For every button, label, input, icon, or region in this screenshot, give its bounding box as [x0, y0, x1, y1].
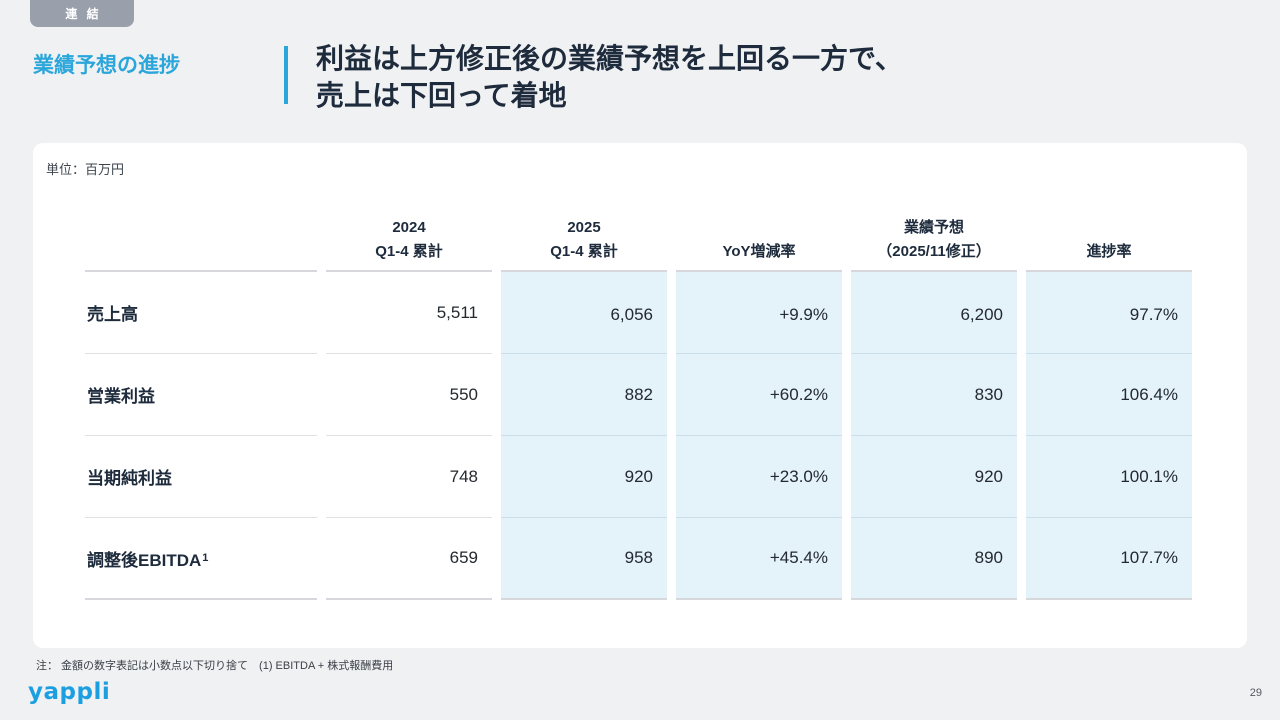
table-cell: 100.1%: [1026, 436, 1192, 518]
column-header-text: YoY増減率: [722, 243, 796, 260]
column-header-2025: 2025 Q1-4 累計: [501, 208, 667, 272]
column-header-text: 2024: [392, 219, 426, 236]
column-header-progress: 進捗率: [1026, 208, 1192, 272]
consolidated-badge: 連 結: [30, 0, 134, 27]
table-cell: 890: [851, 518, 1017, 600]
table-cell: +9.9%: [676, 272, 842, 354]
table-cell: +23.0%: [676, 436, 842, 518]
footnote-ref: 1: [202, 552, 209, 564]
table-cell: 958: [501, 518, 667, 600]
results-table: 2024 Q1-4 累計 2025 Q1-4 累計 YoY増減率 業績予想 （2…: [85, 208, 1192, 600]
table-cell: 97.7%: [1026, 272, 1192, 354]
column-header-forecast: 業績予想 （2025/11修正）: [851, 208, 1017, 272]
column-header-text: 進捗率: [1086, 243, 1132, 260]
table-cell: 920: [851, 436, 1017, 518]
column-header-2024: 2024 Q1-4 累計: [326, 208, 492, 272]
row-label-operating-profit: 営業利益: [85, 354, 317, 436]
column-header-text: 2025: [567, 219, 601, 236]
table-cell: 830: [851, 354, 1017, 436]
column-header-text: 業績予想: [903, 219, 964, 236]
slide-title: 利益は上方修正後の業績予想を上回る一方で、 売上は下回って着地: [316, 40, 903, 114]
table-cell: 882: [501, 354, 667, 436]
slide-title-line2: 売上は下回って着地: [316, 80, 567, 111]
unit-label: 単位：百万円: [46, 162, 125, 177]
table-cell: 550: [326, 354, 492, 436]
column-header-rowlabel: [85, 208, 317, 272]
section-title: 業績予想の進捗: [33, 54, 180, 77]
title-divider-bar: [284, 46, 288, 104]
table-cell: +45.4%: [676, 518, 842, 600]
column-header-text: （2025/11修正）: [877, 243, 991, 260]
table-cell: 106.4%: [1026, 354, 1192, 436]
table-cell: 107.7%: [1026, 518, 1192, 600]
table-cell: 6,056: [501, 272, 667, 354]
table-cell: +60.2%: [676, 354, 842, 436]
column-header-text: Q1-4 累計: [375, 243, 443, 260]
table-cell: 6,200: [851, 272, 1017, 354]
consolidated-badge-label: 連 結: [65, 7, 102, 21]
row-label-revenue: 売上高: [85, 272, 317, 354]
column-header-yoy: YoY増減率: [676, 208, 842, 272]
table-card: 単位：百万円 2024 Q1-4 累計 2025 Q1-4 累計 YoY増減率 …: [33, 143, 1247, 648]
column-header-text: Q1-4 累計: [550, 243, 618, 260]
row-label-net-income: 当期純利益: [85, 436, 317, 518]
slide-title-line1: 利益は上方修正後の業績予想を上回る一方で、: [316, 43, 903, 74]
page-number: 29: [1249, 687, 1262, 699]
yappli-logo: yappli: [28, 679, 111, 705]
table-cell: 920: [501, 436, 667, 518]
table-cell: 748: [326, 436, 492, 518]
footnote: 注： 金額の数字表記は小数点以下切り捨て (1) EBITDA + 株式報酬費用: [36, 660, 394, 672]
table-cell: 659: [326, 518, 492, 600]
row-label-adjusted-ebitda: 調整後EBITDA 1: [85, 518, 317, 600]
table-cell: 5,511: [326, 272, 492, 354]
